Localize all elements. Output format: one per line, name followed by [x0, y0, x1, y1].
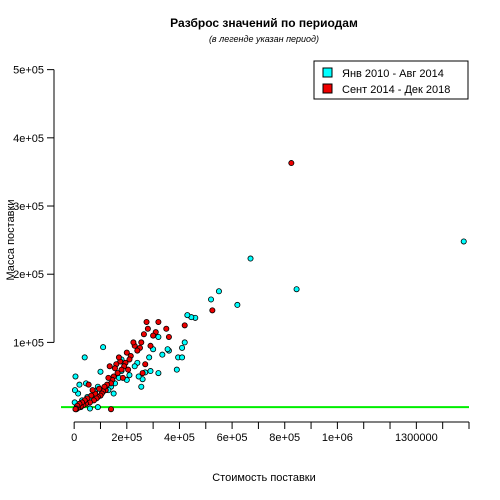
data-point-series-2 [163, 325, 170, 332]
x-tick-label: 1300000 [395, 432, 438, 444]
legend-swatch-series-1 [322, 67, 333, 78]
data-point-series-1 [135, 373, 142, 380]
y-tick-label: 5e+05 [13, 65, 44, 77]
chart-subtitle: (в легенде указан период) [209, 34, 319, 44]
data-point-series-2 [139, 370, 146, 377]
data-point-series-1 [131, 363, 138, 370]
data-point-series-1 [139, 376, 146, 383]
data-point-series-2 [147, 342, 154, 349]
data-point-series-1 [159, 351, 166, 358]
data-point-series-1 [126, 372, 133, 379]
data-point-series-1 [181, 339, 188, 346]
data-point-series-2 [88, 392, 95, 399]
data-points [71, 160, 467, 413]
data-point-series-2 [138, 339, 145, 346]
x-tick-label: 4e+05 [164, 432, 195, 444]
y-tick-label: 2e+05 [13, 269, 44, 281]
y-axis-label: Масса поставки [5, 200, 17, 281]
data-point-series-2 [118, 366, 125, 373]
data-point-series-1 [293, 286, 300, 293]
data-point-series-1 [138, 383, 145, 390]
data-point-series-2 [142, 361, 149, 368]
x-tick-label: 0 [71, 432, 77, 444]
x-tick-label: 2e+05 [111, 432, 142, 444]
data-point-series-2 [143, 318, 150, 325]
legend-swatch-series-2 [322, 83, 333, 94]
y-tick-label: 1e+05 [13, 337, 44, 349]
data-point-series-1 [164, 346, 171, 353]
x-axis-label: Стоимость поставки [212, 472, 316, 484]
data-point-series-2 [150, 332, 157, 339]
chart-title: Разброс значений по периодам [170, 16, 358, 30]
data-point-series-2 [125, 366, 132, 373]
data-point-series-1 [81, 354, 88, 361]
legend: Янв 2010 - Авг 2014 Сент 2014 - Дек 2018 [313, 60, 469, 100]
data-point-series-1 [146, 354, 153, 361]
x-tick-label: 8e+05 [269, 432, 300, 444]
data-point-series-1 [71, 387, 78, 394]
data-point-series-1 [179, 344, 186, 351]
axes: 0 2e+05 4e+05 6e+05 8e+05 1e+06 1300000 1e+05 2e… [13, 65, 470, 444]
data-point-series-1 [215, 288, 222, 295]
data-point-series-1 [460, 238, 467, 245]
data-point-series-1 [147, 368, 154, 375]
data-point-series-2 [115, 354, 122, 361]
data-point-series-2 [111, 365, 118, 372]
data-point-series-2 [130, 339, 137, 346]
data-point-series-1 [86, 405, 93, 412]
legend-label-series-2: Сент 2014 - Дек 2018 [342, 84, 450, 96]
data-point-series-2 [105, 374, 112, 381]
data-point-series-2 [209, 307, 216, 314]
data-point-series-2 [181, 322, 188, 329]
legend-label-series-1: Янв 2010 - Авг 2014 [342, 68, 444, 80]
data-point-series-2 [114, 370, 121, 377]
data-point-series-2 [140, 331, 147, 338]
y-tick-label: 4e+05 [13, 133, 44, 145]
data-point-series-2 [288, 160, 295, 167]
data-point-series-1 [184, 312, 191, 319]
data-point-series-2 [96, 385, 103, 392]
data-point-series-1 [97, 368, 104, 375]
data-point-series-2 [123, 349, 130, 356]
data-point-series-2 [165, 333, 172, 340]
data-point-series-1 [155, 370, 162, 377]
data-point-series-2 [126, 356, 133, 363]
data-point-series-1 [208, 296, 215, 303]
data-point-series-2 [155, 318, 162, 325]
data-point-series-1 [247, 255, 254, 262]
data-point-series-2 [85, 381, 92, 388]
data-point-series-1 [76, 381, 83, 388]
data-point-series-2 [106, 363, 113, 370]
data-point-series-2 [72, 406, 79, 413]
legend-box [313, 60, 469, 100]
data-point-series-2 [119, 374, 126, 381]
x-tick-label: 6e+05 [217, 432, 248, 444]
data-point-series-2 [108, 406, 115, 413]
x-tick-label: 1e+06 [322, 432, 353, 444]
data-point-series-1 [179, 354, 186, 361]
y-tick-label: 3e+05 [13, 201, 44, 213]
data-point-series-2 [89, 387, 96, 394]
data-point-series-2 [144, 325, 151, 332]
data-point-series-1 [155, 333, 162, 340]
data-point-series-1 [100, 344, 107, 351]
data-point-series-1 [234, 301, 241, 308]
data-point-series-1 [173, 366, 180, 373]
data-point-series-1 [72, 373, 79, 380]
data-point-series-1 [110, 390, 117, 397]
data-point-series-1 [94, 404, 101, 411]
data-point-series-2 [134, 347, 141, 354]
